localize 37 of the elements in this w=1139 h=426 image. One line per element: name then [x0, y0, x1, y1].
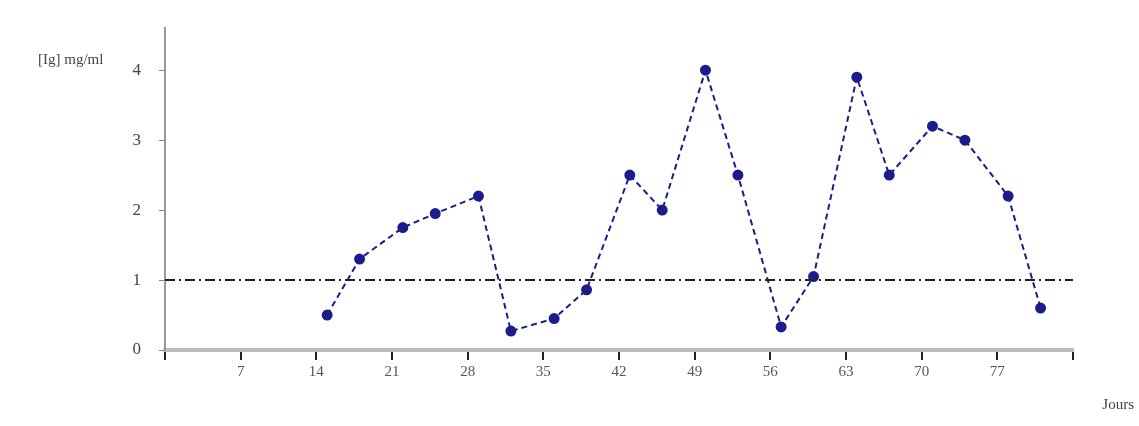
- x-axis-title: Jours: [1102, 395, 1135, 412]
- point: [354, 253, 366, 265]
- point: [624, 169, 636, 181]
- point: [1035, 302, 1047, 314]
- y-tick-label: 4: [132, 59, 142, 79]
- point: [699, 64, 711, 76]
- y-tick-label: 1: [132, 269, 141, 289]
- y-tick-label: 2: [132, 199, 141, 219]
- x-tick-label: 42: [611, 362, 627, 379]
- point: [883, 169, 895, 181]
- point: [429, 208, 441, 220]
- x-tick-label: 21: [384, 362, 400, 379]
- point: [851, 71, 863, 83]
- point: [926, 120, 938, 132]
- point: [1002, 190, 1014, 202]
- point: [775, 321, 787, 333]
- point: [505, 325, 517, 337]
- x-tick-label: 35: [535, 362, 551, 379]
- point: [959, 134, 971, 146]
- x-tick-label: 77: [989, 362, 1006, 379]
- y-axis-title: [Ig] mg/ml: [38, 50, 104, 67]
- point: [581, 284, 593, 296]
- point: [732, 169, 744, 181]
- x-tick-label: 70: [914, 362, 930, 379]
- point: [656, 204, 668, 216]
- x-tick-label: 56: [762, 362, 779, 379]
- x-tick-label: 28: [460, 362, 476, 379]
- point: [321, 309, 333, 321]
- x-tick-label: 14: [308, 362, 325, 379]
- point: [548, 313, 560, 325]
- y-tick-label: 3: [132, 129, 141, 149]
- x-tick-label: 7: [236, 362, 245, 379]
- point: [397, 222, 409, 234]
- y-tick-label: 0: [132, 339, 141, 359]
- point: [472, 190, 484, 202]
- x-tick-label: 63: [838, 362, 854, 379]
- x-tick-label: 49: [687, 362, 703, 379]
